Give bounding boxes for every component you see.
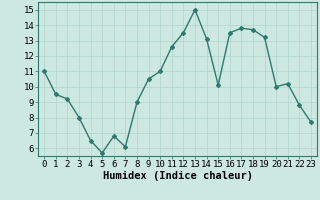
X-axis label: Humidex (Indice chaleur): Humidex (Indice chaleur) xyxy=(103,171,252,181)
